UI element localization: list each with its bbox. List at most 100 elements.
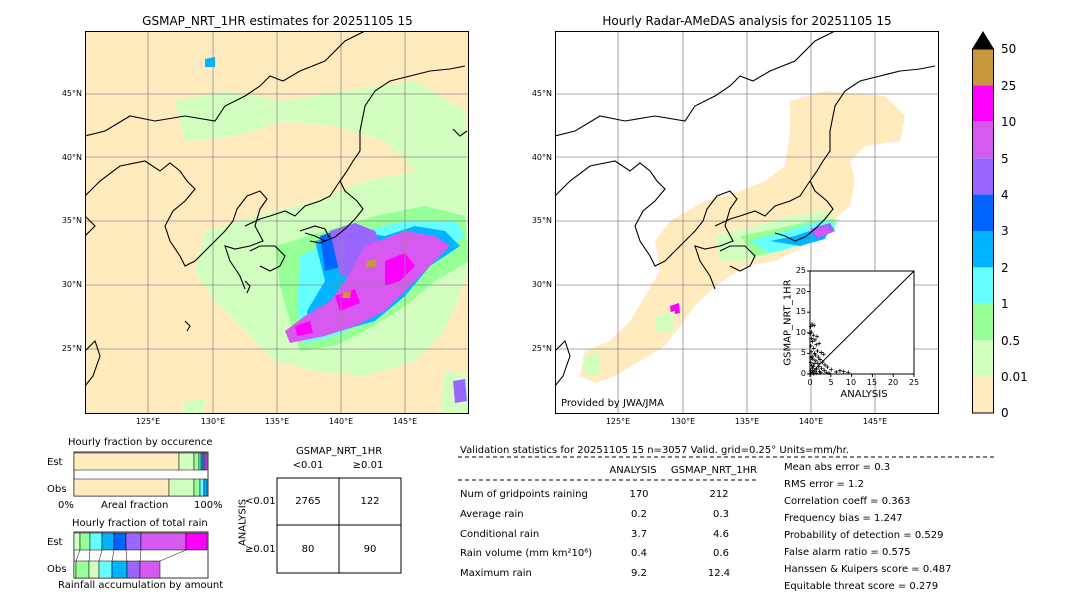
scatter-inset xyxy=(807,270,915,377)
scatter-point xyxy=(814,367,819,372)
contingency-row-lt: <0.01 xyxy=(245,496,276,507)
right-lat-45: 45°N xyxy=(531,89,552,98)
colorbar-segment xyxy=(972,376,994,413)
left-lon-145: 145°E xyxy=(392,417,418,426)
scatter-ytick-0: 0 xyxy=(800,369,806,378)
total-rain-bar-est xyxy=(73,532,208,551)
right-lon-140: 140°E xyxy=(798,417,824,426)
scatter-point xyxy=(822,362,827,367)
score-corr: Correlation coeff = 0.363 xyxy=(784,496,911,507)
scatter-point xyxy=(827,371,832,376)
left-map-grid xyxy=(85,31,469,414)
contingency-col-ge: ≥0.01 xyxy=(352,460,384,471)
scatter-point xyxy=(809,355,814,360)
right-map-title: Hourly Radar-AMeDAS analysis for 2025110… xyxy=(602,14,892,28)
occurrence-xtick-0: 0% xyxy=(58,500,74,511)
total-rain-label-obs: Obs xyxy=(47,564,67,575)
score-mae: Mean abs error = 0.3 xyxy=(784,462,891,473)
scatter-ytick-25: 25 xyxy=(795,266,806,275)
right-lon-135: 135°E xyxy=(734,417,760,426)
stat-analysis-conditional: 3.7 xyxy=(631,529,647,540)
colorbar-label-10: 10 xyxy=(1001,115,1017,129)
scatter-point xyxy=(816,364,821,369)
stat-gsmap-volume: 0.6 xyxy=(713,548,729,559)
scatter-point xyxy=(808,360,813,365)
scatter-point xyxy=(820,360,825,365)
score-hk: Hanssen & Kuipers score = 0.487 xyxy=(784,564,952,575)
colorbar-segment xyxy=(972,158,994,195)
right-lat-25: 25°N xyxy=(531,344,552,353)
colorbar-label-0: 0 xyxy=(1001,406,1009,420)
left-lat-30: 30°N xyxy=(61,280,82,289)
scatter-point xyxy=(809,336,814,341)
left-lon-140: 140°E xyxy=(328,417,354,426)
scatter-point xyxy=(808,324,813,329)
colorbar-segment xyxy=(972,340,994,377)
scatter-point xyxy=(817,357,822,362)
occurrence-label-est: Est xyxy=(47,457,63,468)
scatter-xtick-5: 5 xyxy=(828,378,834,387)
scatter-point xyxy=(810,366,815,371)
stat-gsmap-average: 0.3 xyxy=(713,509,729,520)
right-lon-130: 130°E xyxy=(670,417,696,426)
left-lon-135: 135°E xyxy=(264,417,290,426)
scatter-point xyxy=(821,352,826,357)
right-lon-145: 145°E xyxy=(862,417,888,426)
score-far: False alarm ratio = 0.575 xyxy=(784,547,911,558)
scatter-point xyxy=(812,323,817,328)
score-ets: Equitable threat score = 0.279 xyxy=(784,581,939,592)
stat-gsmap-gridpoints: 212 xyxy=(709,489,729,500)
scatter-point xyxy=(812,337,817,342)
colorbar-label-5: 5 xyxy=(1001,152,1009,166)
colorbar-segment xyxy=(972,231,994,268)
colorbar-label-1: 1 xyxy=(1001,297,1009,311)
scatter-point xyxy=(815,348,820,353)
contingency-col-lt: <0.01 xyxy=(292,460,324,471)
left-lat-35: 35°N xyxy=(61,216,82,225)
stat-analysis-maximum: 9.2 xyxy=(631,568,647,579)
scatter-point xyxy=(818,370,823,375)
scatter-point xyxy=(809,349,814,354)
scatter-point xyxy=(841,369,846,374)
contingency-row-ge: ≥0.01 xyxy=(245,544,276,555)
colorbar-segment xyxy=(972,49,994,86)
contingency-title: GSMAP_NRT_1HR xyxy=(296,446,383,457)
stat-gsmap-maximum: 12.4 xyxy=(707,568,731,579)
validation-col-gsmap: GSMAP_NRT_1HR xyxy=(670,465,758,476)
colorbar-segment xyxy=(972,85,994,122)
colorbar-segment xyxy=(972,303,994,341)
stat-gsmap-conditional: 4.6 xyxy=(713,529,729,540)
right-lat-30: 30°N xyxy=(531,280,552,289)
colorbar-extend-arrow xyxy=(972,31,994,49)
scatter-point xyxy=(808,331,813,336)
right-lon-125: 125°E xyxy=(605,417,631,426)
scatter-ytick-15: 15 xyxy=(795,307,806,316)
map-credit: Provided by JWA/JMA xyxy=(561,398,664,409)
scatter-point xyxy=(825,364,830,369)
scatter-point xyxy=(810,339,815,344)
scatter-point xyxy=(813,353,818,358)
score-rmse: RMS error = 1.2 xyxy=(784,479,864,490)
right-lat-40: 40°N xyxy=(531,153,552,162)
occurrence-chart xyxy=(73,451,209,497)
occurrence-bar-est xyxy=(73,452,208,471)
scatter-point xyxy=(811,346,816,351)
scatter-point xyxy=(819,350,824,355)
scatter-ytick-20: 20 xyxy=(795,287,806,296)
total-rain-xlabel: Rainfall accumulation by amount xyxy=(58,580,224,591)
scatter-point xyxy=(817,341,822,346)
total-rain-label-est: Est xyxy=(47,537,63,548)
score-pod: Probability of detection = 0.529 xyxy=(784,530,944,541)
scatter-point xyxy=(815,361,820,366)
scatter-xtick-20: 20 xyxy=(887,378,899,387)
right-map-coastline xyxy=(555,31,936,387)
left-map-coastline xyxy=(85,31,468,387)
scatter-point xyxy=(811,371,816,376)
left-map-title: GSMAP_NRT_1HR estimates for 20251105 15 xyxy=(142,14,413,28)
scatter-point xyxy=(815,334,820,339)
total-rain-bar-obs xyxy=(73,560,161,579)
stat-label-conditional: Conditional rain xyxy=(460,529,540,540)
stat-label-gridpoints: Num of gridpoints raining xyxy=(460,489,588,500)
scatter-point xyxy=(819,366,824,371)
total-rain-chart xyxy=(73,531,209,579)
